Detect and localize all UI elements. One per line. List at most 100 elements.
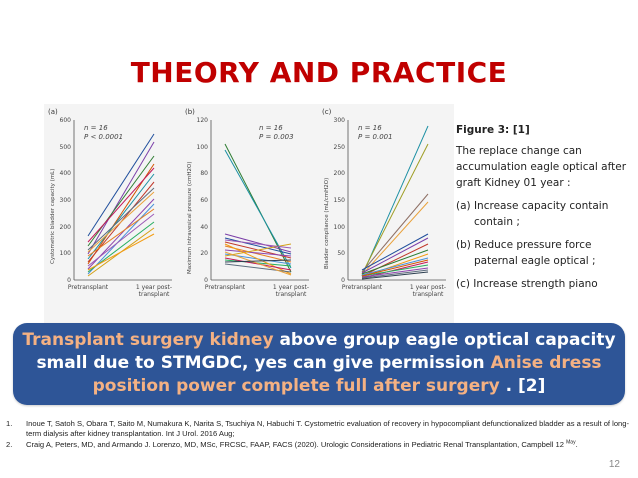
reference-item: 1. Inoue T, Satoh S, Obara T, Saito M, N…	[6, 419, 634, 439]
series-line	[87, 187, 155, 251]
y-tick: 150	[334, 197, 346, 204]
series-line	[224, 237, 292, 255]
stat-n: n = 16	[84, 124, 108, 132]
y-tick: 40	[200, 224, 208, 231]
y-tick: 600	[60, 117, 72, 124]
y-tick: 0	[341, 277, 345, 284]
series-line	[224, 243, 292, 257]
y-tick: 200	[334, 170, 346, 177]
caption-item-a-line2: contain ;	[474, 216, 520, 228]
stat-p: P = 0.003	[259, 133, 294, 141]
stat-p: P = 0.001	[358, 133, 393, 141]
banner-text: Transplant surgery kidney above group ea…	[13, 329, 625, 398]
caption-item-b-line1: (b) Reduce pressure force	[456, 239, 592, 251]
banner-text-2: . [2]	[499, 376, 546, 396]
series-line	[361, 249, 429, 275]
y-tick: 0	[67, 277, 71, 284]
y-tick: 500	[60, 144, 72, 151]
x-tick-label: Pretransplant	[67, 284, 109, 291]
series-line	[224, 239, 292, 249]
reference-text: Craig A, Peters, MD, and Armando J. Lore…	[26, 440, 564, 449]
y-tick: 50	[337, 250, 345, 257]
series-line	[224, 233, 292, 253]
figure-caption-title: Figure 3: [1]	[456, 124, 530, 136]
chart-panel-c: (c) n = 16 P = 0.001 Bladder compliance …	[318, 104, 453, 330]
y-tick: 400	[60, 170, 72, 177]
summary-banner: Transplant surgery kidney above group ea…	[13, 323, 625, 405]
reference-number: 2.	[6, 440, 13, 449]
series-line	[361, 125, 429, 277]
reference-item: 2. Craig A, Peters, MD, and Armando J. L…	[6, 440, 634, 450]
plot-a: 0 100 200 300 400 500 600	[60, 117, 172, 284]
y-tick: 20	[200, 250, 208, 257]
series-line	[361, 237, 429, 274]
references: 1. Inoue T, Satoh S, Obara T, Saito M, N…	[6, 419, 634, 451]
reference-superscript: May	[566, 439, 576, 446]
caption-item-a-line1: (a) Increase capacity contain	[456, 200, 609, 212]
series-line	[361, 233, 429, 271]
stat-p: P < 0.0001	[84, 133, 124, 141]
plot-b: 0 20 40 60 80 100 120	[197, 117, 309, 284]
chart-panel-b: (b) n = 16 P = 0.003 Maximum intravesica…	[181, 104, 316, 330]
y-tick: 100	[334, 224, 346, 231]
reference-text: Inoue T, Satoh S, Obara T, Saito M, Numa…	[26, 419, 630, 438]
series-line	[87, 155, 155, 247]
figure-caption-text: Figure 3: [1] The replace change can acc…	[456, 124, 636, 299]
series-line	[224, 251, 292, 276]
chart-panel-a: (a) n = 16 P < 0.0001 Cystometric bladde…	[44, 104, 179, 330]
figure-image: (a) n = 16 P < 0.0001 Cystometric bladde…	[44, 104, 454, 330]
reference-number: 1.	[6, 419, 13, 428]
series-line	[361, 269, 429, 279]
y-tick: 200	[60, 224, 72, 231]
series-line	[224, 243, 292, 275]
series-line	[361, 259, 429, 277]
series-line	[361, 201, 429, 276]
x-tick-label: 1 year post-transplant	[135, 284, 173, 298]
banner-highlight-1: Transplant surgery kidney	[22, 330, 274, 350]
series-line	[224, 249, 292, 257]
series-line	[361, 257, 429, 276]
series-line	[87, 233, 155, 271]
series-line	[361, 143, 429, 275]
series-line	[224, 259, 292, 263]
reference-tail: .	[575, 440, 578, 449]
series-line	[87, 133, 155, 237]
x-tick-label: 1 year post-transplant	[272, 284, 310, 298]
series-line	[87, 203, 155, 275]
panel-letter: (c)	[322, 108, 332, 116]
y-tick: 100	[197, 144, 209, 151]
caption-description: The replace change can accumulation eagl…	[456, 145, 627, 189]
series-line	[361, 264, 429, 277]
series-line	[87, 213, 155, 267]
panel-letter: (a)	[48, 108, 58, 116]
series-line	[361, 243, 429, 277]
series-line	[87, 141, 155, 255]
series-line	[87, 208, 155, 257]
y-tick: 250	[334, 144, 346, 151]
x-tick-label: Pretransplant	[204, 284, 246, 291]
slide-title: THEORY AND PRACTICE	[130, 56, 508, 89]
series-line	[361, 193, 429, 273]
reference-text-wrap: Craig A, Peters, MD, and Armando J. Lore…	[26, 440, 634, 450]
caption-item-a: (a) Increase capacity contain contain ;	[456, 198, 636, 230]
series-line	[361, 271, 429, 280]
y-tick: 100	[60, 250, 72, 257]
y-tick: 300	[60, 197, 72, 204]
series-line	[87, 167, 155, 243]
page-number: 12	[608, 459, 620, 470]
series-line	[224, 149, 292, 269]
series-line	[87, 173, 155, 260]
y-tick: 0	[204, 277, 208, 284]
series-line	[87, 191, 155, 253]
banner-highlight-2: Anise dress position power complete full…	[92, 353, 602, 396]
plot-c: 0 50 100 150 200 250 300	[334, 117, 446, 284]
caption-item-c: (c) Increase strength piano	[456, 278, 598, 290]
x-tick-label: Pretransplant	[341, 284, 383, 291]
caption-item-b: (b) Reduce pressure force paternal eagle…	[456, 237, 636, 269]
y-tick: 300	[334, 117, 346, 124]
series-line	[361, 267, 429, 278]
caption-item-b-line2: paternal eagle optical ;	[474, 255, 596, 267]
x-tick-label: 1 year post-transplant	[409, 284, 447, 298]
stat-n: n = 16	[358, 124, 382, 132]
